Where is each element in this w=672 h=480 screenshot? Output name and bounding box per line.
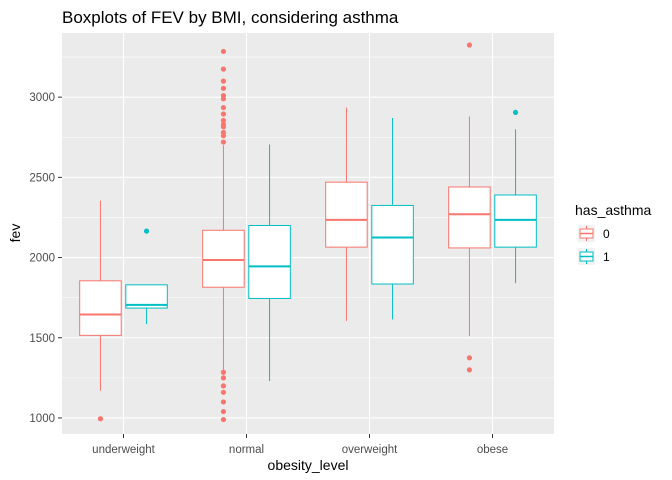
iqr-box [202,229,245,288]
x-tick-label: normal [229,444,264,456]
outlier-point [97,416,104,422]
outlier-point [220,369,227,375]
y-axis-title: fev [7,224,23,243]
box-overweight-1 [371,118,414,320]
iqr-box [125,284,168,309]
outlier-point [220,85,227,91]
box-obese-0 [448,42,491,373]
outlier-point [220,139,227,145]
iqr-box [494,194,537,248]
iqr-box [448,186,491,249]
outlier-point [220,399,227,405]
y-tick-label: 1500 [29,333,55,345]
outlier-point [220,389,227,395]
box-underweight-1 [125,228,168,325]
legend-title: has_asthma [575,202,651,218]
chart-title: Boxplots of FEV by BMI, considering asth… [62,8,399,27]
outlier-point [220,96,227,102]
box-overweight-0 [325,107,368,321]
y-tick-label: 2000 [29,253,55,265]
axes: 1000 1500 2000 2500 3000 underweight normal ove… [29,92,508,456]
outlier-point [220,117,227,124]
grid-lines [62,33,554,434]
outlier-point [220,66,227,72]
outlier-point [220,408,227,415]
outlier-point [220,133,227,139]
outlier-point [466,367,473,373]
iqr-box [79,280,122,336]
outlier-point [220,383,227,389]
x-axis-title: obesity_level [268,457,349,473]
legend-key-1 [578,248,595,265]
outlier-point [143,228,150,234]
box-normal-1 [248,144,291,382]
x-tick-label: overweight [342,444,398,456]
y-tick-label: 3000 [29,92,55,104]
box-underweight-0 [79,200,122,422]
outlier-point [220,375,227,381]
outlier-point [220,111,227,117]
y-tick-label: 1000 [29,413,55,425]
plot-area [62,33,554,434]
box-obese-1 [494,109,537,284]
outlier-point [466,355,473,361]
y-tick-label: 2500 [29,172,55,184]
boxes [79,42,537,423]
legend-key-0 [578,225,595,242]
x-tick-label: underweight [92,444,155,456]
outlier-point [466,42,473,48]
legend: has_asthma 0 1 [575,202,651,265]
outlier-point [220,124,227,130]
iqr-box [248,224,291,299]
outlier-point [220,104,227,111]
outlier-point [512,109,519,115]
outlier-point [220,416,227,423]
iqr-box [325,181,368,248]
x-tick-label: obese [477,444,508,456]
legend-label-1: 1 [603,250,610,264]
legend-label-0: 0 [603,227,610,241]
iqr-box [371,204,414,285]
outlier-point [220,48,227,55]
box-normal-0 [202,48,245,423]
outlier-point [220,78,227,84]
